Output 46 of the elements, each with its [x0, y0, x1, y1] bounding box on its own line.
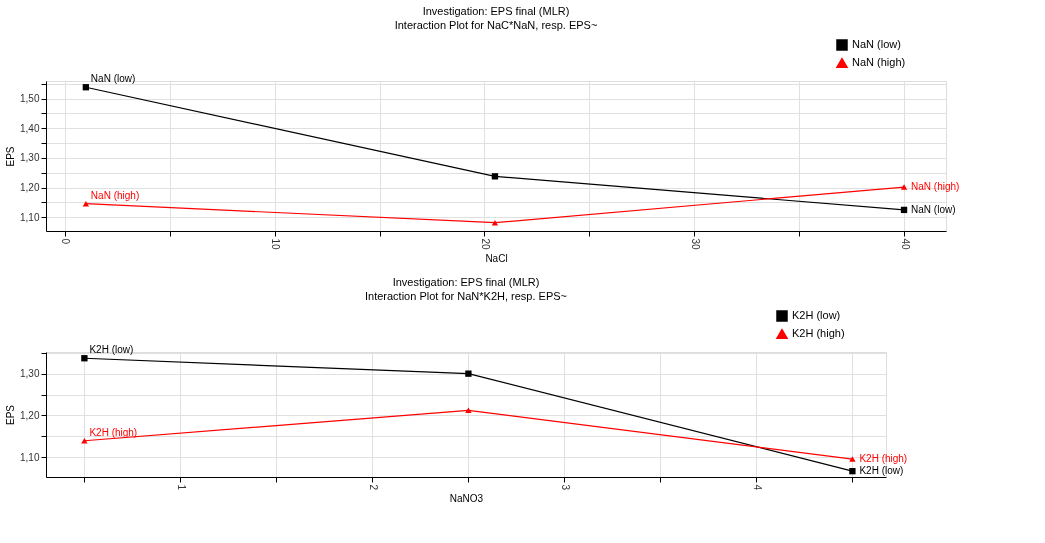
- y-tick-label: 1,30: [20, 152, 40, 164]
- x-axis-title: NaNO3: [449, 493, 484, 505]
- y-tick-label: 1,50: [20, 93, 40, 105]
- annotation: NaN (low): [90, 73, 136, 85]
- annotation: NaN (high): [90, 189, 140, 201]
- legend-label: NaN (high): [852, 56, 906, 68]
- x-tick-label: 3: [559, 484, 571, 491]
- point: [82, 84, 90, 91]
- y-tick-label: 1,10: [20, 211, 40, 223]
- annotation: K2H (low): [89, 344, 134, 356]
- point: [81, 355, 88, 362]
- x-tick-label: 30: [689, 238, 701, 251]
- legend-label: K2H (low): [792, 309, 841, 321]
- point: [491, 173, 499, 180]
- x-tick-label: 10: [270, 238, 282, 251]
- annotation: NaN (high): [911, 181, 960, 193]
- point: [849, 468, 856, 475]
- x-axis-title: NaCl: [485, 252, 508, 264]
- annotation: K2H (high): [859, 453, 908, 465]
- x-tick-label: 4: [751, 484, 763, 491]
- x-tick-label: 1: [175, 484, 187, 491]
- chart-title: Investigation: EPS final (MLR): [422, 5, 570, 17]
- annotation: NaN (low): [911, 203, 956, 215]
- x-tick-label: 2: [367, 484, 379, 491]
- point: [900, 184, 908, 190]
- point: [465, 370, 472, 377]
- annotation: K2H (low): [859, 465, 904, 477]
- y-axis-title: EPS: [5, 146, 17, 167]
- legend-label: NaN (low): [852, 38, 901, 50]
- y-tick-label: 1,20: [20, 182, 40, 194]
- y-tick-label: 1,40: [20, 122, 40, 134]
- x-tick-label: 20: [479, 238, 491, 251]
- chart-subtitle: Interaction Plot for NaN*K2H, resp. EPS~: [364, 290, 568, 302]
- y-tick-label: 1,20: [20, 409, 40, 421]
- y-axis-title: EPS: [5, 404, 17, 426]
- legend-label: K2H (high): [792, 327, 845, 339]
- y-tick-label: 1,30: [20, 368, 40, 380]
- y-tick-label: 1,10: [20, 451, 40, 463]
- point: [900, 206, 908, 214]
- x-tick-label: 40: [899, 238, 911, 251]
- chart-subtitle: Interaction Plot for NaC*NaN, resp. EPS~: [394, 19, 598, 31]
- chart-title: Investigation: EPS final (MLR): [392, 276, 540, 288]
- annotation: K2H (high): [89, 426, 138, 438]
- point: [465, 407, 472, 414]
- x-tick-label: 0: [60, 238, 72, 245]
- point: [849, 456, 856, 462]
